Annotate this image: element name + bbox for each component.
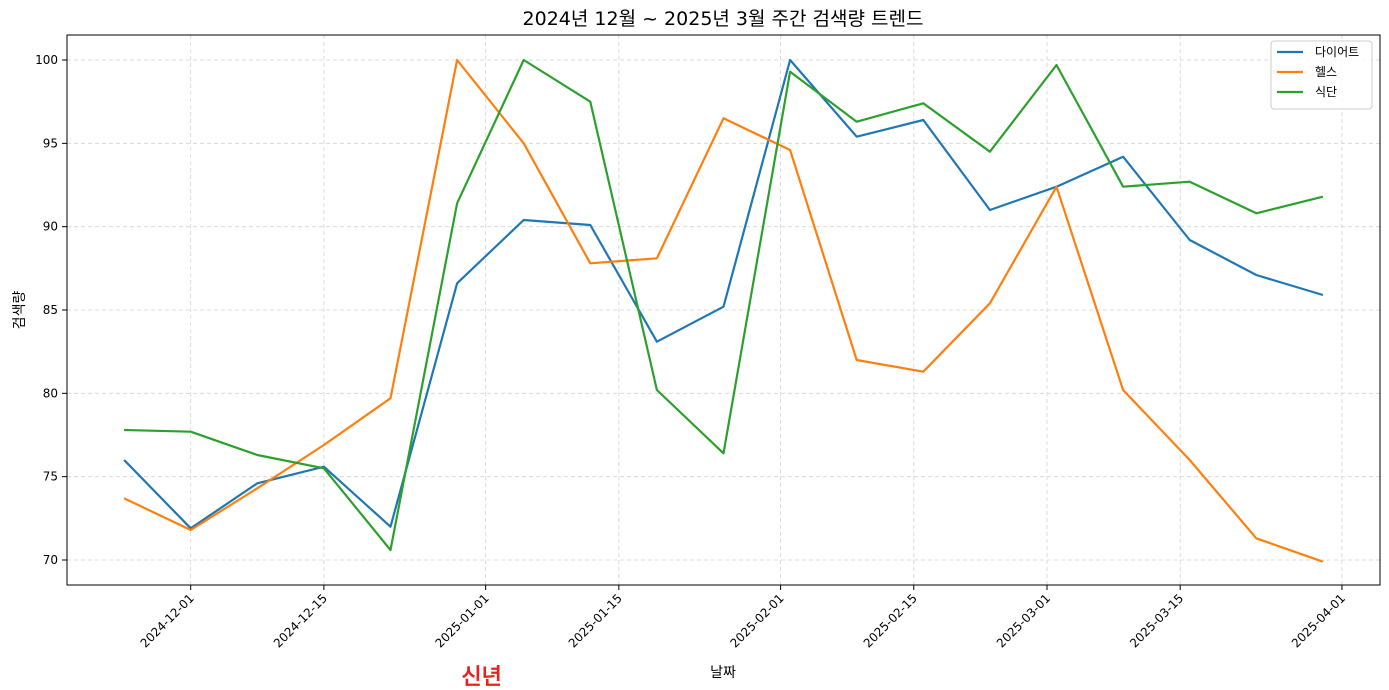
x-tick-label: 2025-03-15 bbox=[1127, 591, 1186, 650]
y-tick-label: 100 bbox=[35, 53, 58, 67]
y-axis-label: 검색량 bbox=[12, 291, 28, 330]
annotation-new-year: 신년 bbox=[461, 665, 501, 690]
axis-ticks: 70 75 80 85 90 95 100 2024-12-01 2024-12-15 2025-… bbox=[35, 53, 1348, 650]
grid-lines bbox=[67, 35, 1380, 585]
y-tick-label: 85 bbox=[43, 303, 58, 317]
y-tick-label: 70 bbox=[43, 553, 58, 567]
legend-entry: 다이어트 bbox=[1315, 45, 1359, 59]
legend-entry: 식단 bbox=[1315, 85, 1337, 99]
x-tick-label: 2024-12-01 bbox=[138, 591, 197, 650]
series-line-1 bbox=[123, 58, 1324, 530]
x-tick-label: 2025-01-15 bbox=[566, 591, 625, 650]
x-tick-label: 2025-02-01 bbox=[727, 591, 786, 650]
chart-title: 2024년 12월 ~ 2025년 3월 주간 검색량 트렌드 bbox=[523, 8, 924, 30]
x-tick-label: 2024-12-15 bbox=[271, 591, 330, 650]
y-tick-label: 80 bbox=[43, 386, 58, 400]
y-tick-label: 95 bbox=[43, 136, 58, 150]
x-axis-label: 날짜 bbox=[710, 665, 736, 681]
x-tick-label: 2025-03-01 bbox=[994, 591, 1053, 650]
x-tick-label: 2025-01-01 bbox=[433, 591, 492, 650]
series-line-3 bbox=[124, 58, 1324, 552]
legend-entry: 헬스 bbox=[1315, 65, 1337, 79]
y-tick-label: 75 bbox=[43, 470, 58, 484]
series-lines bbox=[123, 58, 1324, 563]
x-tick-label: 2025-04-01 bbox=[1289, 591, 1348, 650]
x-tick-label: 2025-02-15 bbox=[861, 591, 920, 650]
y-tick-label: 90 bbox=[43, 220, 58, 234]
series-line-2 bbox=[123, 58, 1324, 563]
